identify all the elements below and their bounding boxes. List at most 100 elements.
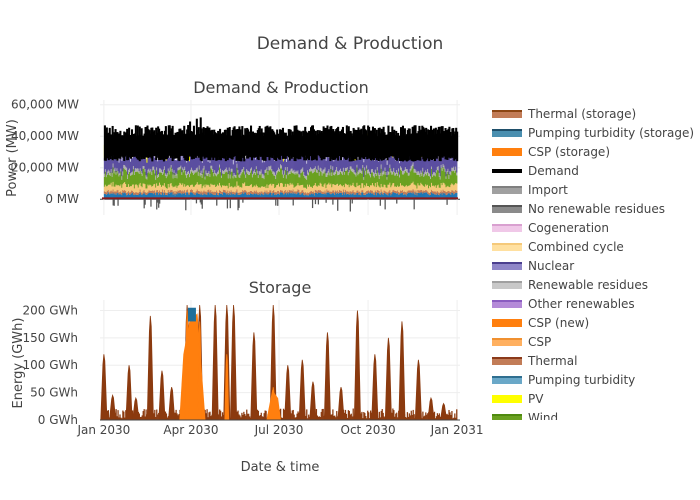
production-bar [410, 166, 412, 171]
production-bar [122, 184, 124, 190]
production-bar [226, 169, 229, 173]
production-bar [415, 190, 417, 193]
legend-item[interactable]: Pumping turbidity [492, 370, 635, 389]
storage-base-bar [176, 413, 178, 420]
production-bar [360, 169, 362, 173]
production-bar [190, 192, 192, 200]
production-bar [351, 193, 353, 200]
production-bar [194, 185, 197, 193]
production-bar [107, 172, 110, 185]
production-bar [441, 170, 443, 186]
legend-item[interactable]: Other renewables [492, 294, 635, 313]
storage-base-bar [335, 417, 337, 420]
production-bar [340, 151, 343, 172]
production-bar [189, 173, 191, 178]
production-bar [353, 152, 355, 170]
production-bar [226, 151, 229, 170]
production-bar [238, 185, 240, 193]
production-bar [370, 190, 373, 194]
legend-item[interactable]: Wind [492, 408, 558, 420]
legend-item[interactable]: Demand [492, 161, 579, 180]
storage-base-bar [406, 412, 409, 420]
production-bar [297, 173, 299, 184]
production-bar [213, 173, 215, 177]
legend-item[interactable]: Renewable residues [492, 275, 648, 294]
production-bar [298, 189, 300, 193]
production-bar [300, 184, 302, 193]
production-bar [179, 169, 181, 183]
legend-item[interactable]: CSP (new) [492, 313, 589, 332]
production-bar [172, 194, 174, 200]
production-bar [438, 187, 440, 193]
production-bar [388, 184, 390, 192]
production-bar [112, 163, 114, 168]
legend-item[interactable]: CSP [492, 332, 551, 351]
production-bar [358, 191, 360, 195]
production-bar [148, 185, 150, 191]
storage-base-bar [206, 409, 208, 420]
production-bar [318, 171, 320, 176]
production-bar [119, 154, 121, 173]
production-bar [416, 195, 418, 200]
storage-base-bar [330, 414, 332, 420]
production-bar [436, 190, 439, 194]
production-bar [392, 157, 394, 172]
storage-base-bar [290, 413, 292, 420]
production-bar [456, 183, 458, 191]
x-tick-label: Oct 2030 [341, 423, 396, 437]
legend-item[interactable]: Import [492, 180, 568, 199]
production-bar [320, 190, 322, 194]
production-bar [400, 193, 402, 200]
production-bar [213, 192, 215, 195]
production-bar [177, 167, 179, 171]
production-bar [246, 185, 248, 192]
production-bar [410, 170, 412, 184]
production-bar [175, 193, 177, 200]
production-bar [248, 186, 250, 192]
production-bar [229, 194, 231, 200]
production-bar [296, 185, 298, 191]
legend[interactable]: Thermal (storage) Pumping turbidity (stor… [492, 104, 700, 420]
legend-item[interactable]: Nuclear [492, 256, 574, 275]
legend-item[interactable]: PV [492, 389, 543, 408]
production-bar [286, 170, 289, 184]
legend-item[interactable]: CSP (storage) [492, 142, 610, 161]
production-bar [385, 172, 387, 175]
import-bar [292, 199, 294, 206]
production-bar [391, 151, 393, 172]
legend-item[interactable]: Cogeneration [492, 218, 609, 237]
production-bar [418, 190, 420, 193]
legend-item[interactable]: Pumping turbidity (storage) [492, 123, 694, 142]
production-bar [389, 190, 391, 194]
legend-item[interactable]: Thermal [492, 351, 577, 370]
production-bar [452, 153, 454, 168]
production-bar [448, 178, 450, 187]
production-bar [125, 151, 127, 167]
production-bar [158, 176, 160, 186]
production-bar [384, 170, 386, 185]
legend-item[interactable]: Combined cycle [492, 237, 624, 256]
production-bar [218, 173, 220, 186]
storage-base-bar [153, 413, 155, 420]
production-bar [190, 156, 193, 168]
production-bar [317, 151, 320, 166]
production-bar [244, 192, 246, 200]
production-bar [231, 155, 233, 169]
production-bar [251, 173, 254, 178]
production-bar [390, 168, 392, 173]
production-bar [325, 173, 327, 177]
legend-item[interactable]: Thermal (storage) [492, 104, 636, 123]
production-bar [125, 190, 127, 194]
production-bar [272, 190, 274, 194]
storage-base-bar [245, 415, 247, 420]
production-bar [187, 189, 189, 193]
legend-item[interactable]: No renewable residues [492, 199, 665, 218]
production-bar [348, 192, 350, 195]
storage-base-bar [331, 414, 333, 420]
production-bar [310, 186, 313, 192]
production-bar [127, 186, 129, 193]
production-bar [243, 155, 245, 167]
storage-base-bar [455, 417, 457, 420]
production-bar [217, 184, 219, 193]
production-bar [373, 192, 376, 196]
